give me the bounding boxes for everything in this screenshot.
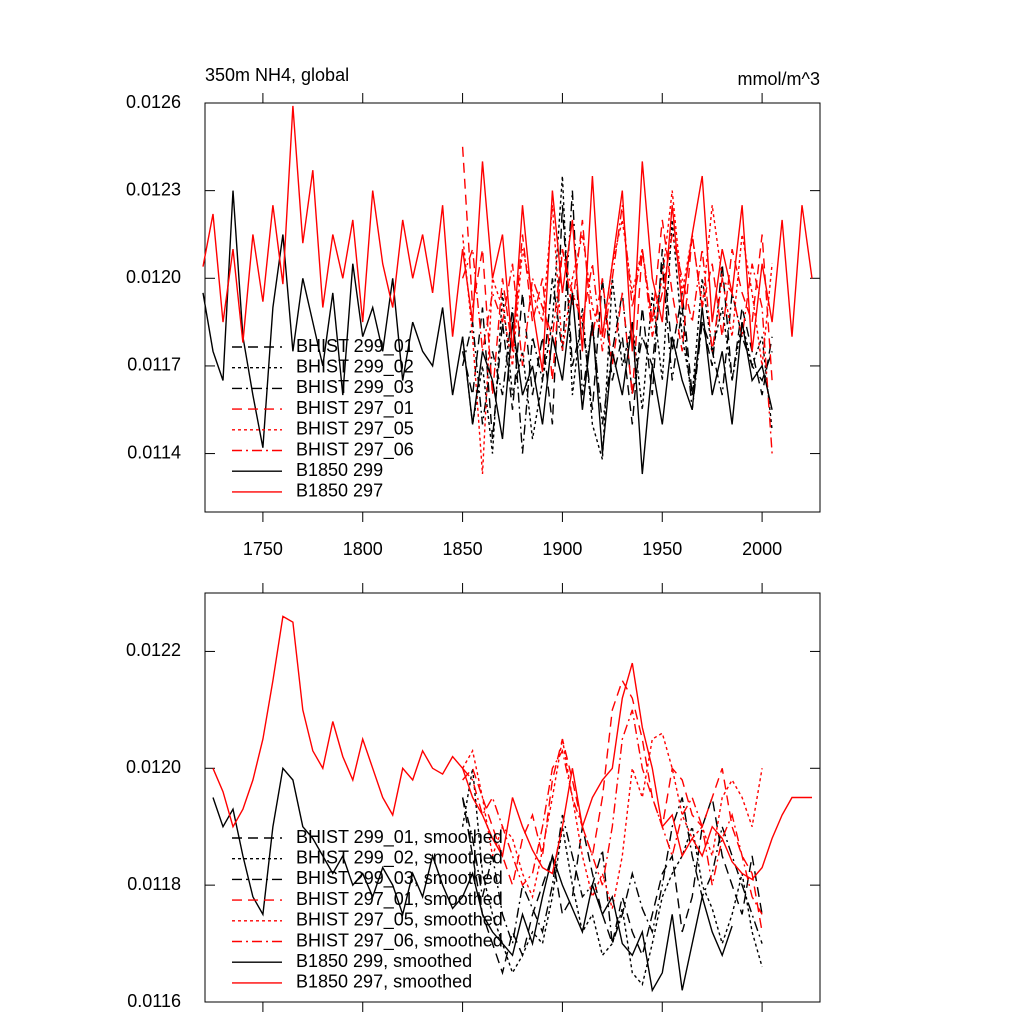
x-tick-label: 1750 [243, 539, 283, 559]
legend-label: B1850 297, smoothed [296, 972, 472, 992]
legend-label: B1850 299 [296, 460, 383, 480]
legend-label: B1850 297 [296, 481, 383, 501]
y-tick-label: 0.0122 [126, 640, 181, 660]
chart-title: 350m NH4, global [205, 65, 349, 85]
x-tick-label: 1800 [343, 539, 383, 559]
y-tick-label: 0.0118 [127, 874, 181, 894]
series-line [202, 190, 773, 475]
y-tick-label: 0.0120 [126, 757, 181, 777]
legend-label: BHIST 299_01 [296, 336, 414, 357]
units-label: mmol/m^3 [738, 69, 820, 89]
x-tick-label: 2000 [742, 539, 782, 559]
series-line [462, 678, 763, 933]
y-tick-label: 0.0123 [126, 179, 181, 199]
y-tick-label: 0.0116 [127, 991, 181, 1011]
x-tick-label: 1950 [642, 539, 682, 559]
plot-frame [204, 592, 821, 1003]
legend-label: BHIST 297_06, smoothed [296, 930, 503, 951]
series-line [462, 709, 763, 915]
legend-label: BHIST 299_03, smoothed [296, 868, 503, 889]
y-tick-label: 0.0120 [126, 267, 181, 287]
series-line [461, 190, 773, 475]
series-line [461, 190, 773, 454]
legend-label: B1850 299, smoothed [296, 951, 472, 971]
series-line [461, 205, 773, 440]
series-line [202, 105, 813, 372]
legend-label: BHIST 299_03 [296, 377, 414, 398]
legend-label: BHIST 299_01, smoothed [296, 827, 503, 848]
legend-label: BHIST 297_05, smoothed [296, 910, 503, 931]
series-line [461, 797, 763, 944]
x-tick-label: 1850 [443, 539, 483, 559]
legend-label: BHIST 297_06 [296, 439, 414, 460]
legend-label: BHIST 297_01, smoothed [296, 889, 503, 910]
y-tick-label: 0.0117 [127, 355, 181, 375]
x-tick-label: 1900 [542, 539, 582, 559]
series-line [212, 766, 733, 993]
series-line [461, 205, 773, 454]
y-tick-label: 0.0126 [126, 92, 181, 112]
legend-label: BHIST 299_02, smoothed [296, 847, 503, 868]
series-line [461, 732, 763, 909]
series-line [212, 615, 812, 881]
legend-label: BHIST 297_05 [296, 419, 414, 440]
y-tick-label: 0.0114 [127, 442, 181, 462]
legend-label: BHIST 299_02 [296, 356, 414, 377]
legend-label: BHIST 297_01 [296, 398, 414, 419]
